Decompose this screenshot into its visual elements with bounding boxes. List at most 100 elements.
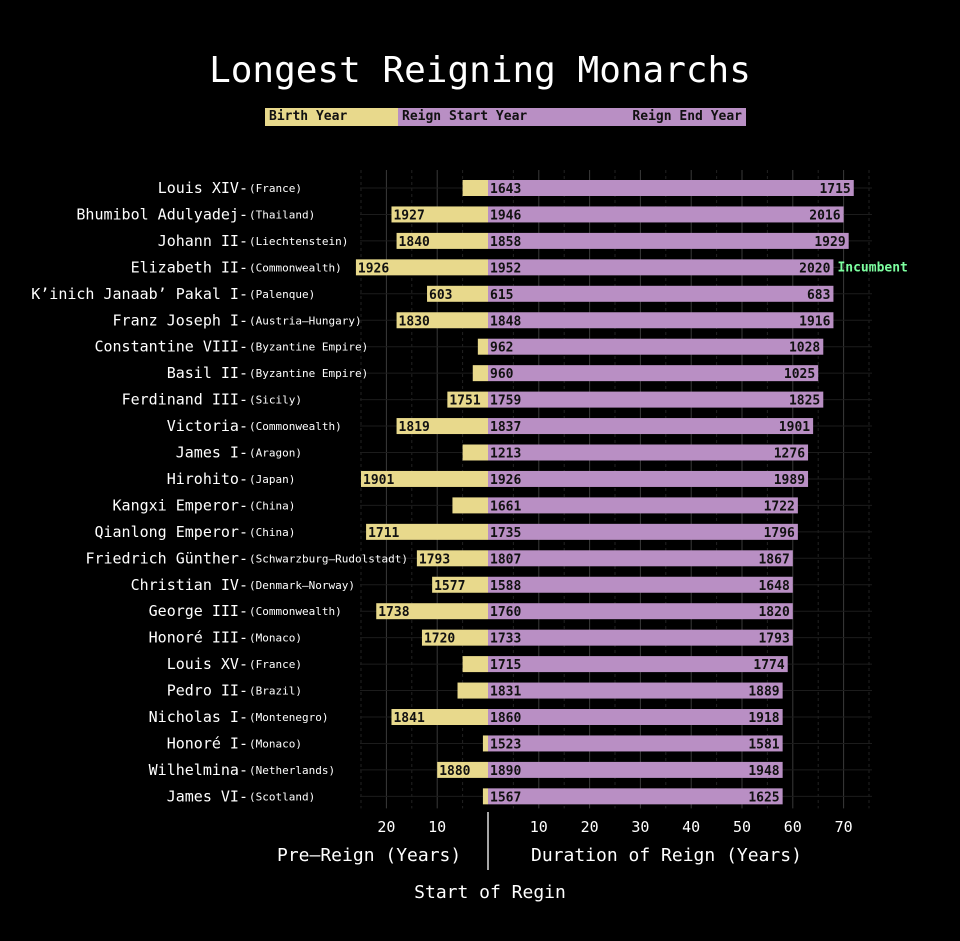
monarch-name: Ferdinand III- bbox=[122, 391, 248, 409]
birth-bar bbox=[452, 497, 488, 514]
reign-start-label: 1952 bbox=[490, 261, 521, 276]
reign-start-label: 1733 bbox=[490, 632, 521, 647]
reign-start-label: 1890 bbox=[490, 764, 521, 779]
monarch-name: Kangxi Emperor- bbox=[113, 496, 248, 514]
reign-end-label: 1648 bbox=[758, 579, 789, 594]
birth-bar bbox=[416, 550, 488, 567]
reign-end-label: 1916 bbox=[799, 314, 830, 329]
reign-bar bbox=[488, 656, 788, 673]
duration-tick-label: 60 bbox=[784, 818, 802, 836]
reign-start-label: 1715 bbox=[490, 658, 521, 673]
duration-tick-label: 40 bbox=[682, 818, 700, 836]
reign-start-label: 1213 bbox=[490, 447, 521, 462]
reign-end-label: 2016 bbox=[809, 208, 840, 223]
birth-bar bbox=[427, 285, 488, 302]
reign-start-label: 1831 bbox=[490, 685, 521, 700]
birth-bar bbox=[482, 735, 488, 752]
reign-end-label: 1989 bbox=[774, 473, 805, 488]
monarch-region: (Monaco) bbox=[249, 737, 302, 750]
monarch-region: (Commonwealth) bbox=[249, 261, 342, 274]
birth-bar bbox=[447, 391, 488, 408]
reign-bar bbox=[488, 550, 793, 567]
monarch-region: (Palenque) bbox=[249, 288, 315, 301]
monarch-region: (France) bbox=[249, 658, 302, 671]
reign-start-label: 1643 bbox=[490, 182, 521, 197]
birth-bar bbox=[462, 444, 488, 461]
incumbent-label: Incumbent bbox=[837, 260, 907, 275]
birth-bar bbox=[457, 682, 488, 699]
reign-start-label: 1926 bbox=[490, 473, 521, 488]
monarch-name: Basil II- bbox=[167, 364, 248, 382]
monarch-region: (Brazil) bbox=[249, 685, 302, 698]
birth-year-label: 1880 bbox=[439, 764, 470, 779]
birth-year-label: 603 bbox=[429, 288, 452, 303]
birth-year-label: 1711 bbox=[368, 526, 399, 541]
birth-bar bbox=[396, 312, 488, 329]
monarch-region: (Netherlands) bbox=[249, 764, 335, 777]
birth-year-label: 1751 bbox=[449, 394, 480, 409]
reign-end-label: 2020 bbox=[799, 261, 830, 276]
birth-bar bbox=[361, 470, 488, 487]
reign-bar bbox=[488, 180, 854, 196]
start-of-reign-label: Start of Regin bbox=[414, 882, 566, 903]
reign-start-label: 1735 bbox=[490, 526, 521, 541]
legend-reign-years: Reign Start Year Reign End Year bbox=[398, 108, 746, 126]
monarch-region: (Austria–Hungary) bbox=[249, 314, 362, 327]
monarch-name: James I- bbox=[176, 444, 248, 462]
reign-bar bbox=[488, 391, 824, 408]
reign-bar bbox=[488, 735, 783, 752]
reign-start-label: 615 bbox=[490, 288, 513, 303]
monarch-region: (Byzantine Empire) bbox=[249, 341, 368, 354]
birth-bar bbox=[482, 788, 488, 805]
reign-start-label: 1567 bbox=[490, 790, 521, 805]
birth-bar bbox=[432, 576, 488, 593]
monarch-name: James VI- bbox=[167, 787, 248, 805]
duration-tick-label: 30 bbox=[631, 818, 649, 836]
reign-end-label: 683 bbox=[807, 288, 830, 303]
reign-bar bbox=[488, 523, 798, 540]
reign-end-label: 1722 bbox=[764, 499, 795, 514]
pre-reign-tick-label: 10 bbox=[428, 818, 446, 836]
reign-bar bbox=[488, 709, 783, 725]
reign-bar bbox=[488, 470, 809, 487]
pre-reign-axis-title: Pre–Reign (Years) bbox=[277, 845, 462, 866]
birth-bar bbox=[391, 709, 488, 725]
reign-start-label: 1760 bbox=[490, 605, 521, 620]
birth-bar bbox=[477, 338, 488, 355]
monarch-region: (Schwarzburg–Rudolstadt) bbox=[249, 552, 408, 565]
birth-year-label: 1927 bbox=[393, 208, 424, 223]
birth-bar bbox=[355, 259, 488, 276]
reign-end-label: 1276 bbox=[774, 447, 805, 462]
reign-end-label: 1715 bbox=[819, 182, 850, 197]
reign-end-label: 1793 bbox=[758, 632, 789, 647]
reign-end-label: 1901 bbox=[779, 420, 810, 435]
reign-start-label: 1588 bbox=[490, 579, 521, 594]
reign-start-label: 1848 bbox=[490, 314, 521, 329]
reign-end-label: 1825 bbox=[789, 394, 820, 409]
monarch-name: Honoré III- bbox=[149, 629, 248, 647]
birth-year-label: 1577 bbox=[434, 579, 465, 594]
monarch-region: (Monaco) bbox=[249, 632, 302, 645]
reign-bar bbox=[488, 444, 809, 461]
reign-bar bbox=[488, 338, 824, 355]
reign-bar bbox=[488, 497, 798, 514]
monarch-name: Johann II- bbox=[158, 232, 248, 250]
birth-bar bbox=[366, 523, 488, 540]
reign-bar bbox=[488, 232, 849, 249]
chart-title: Longest Reigning Monarchs bbox=[209, 50, 751, 91]
duration-tick-label: 10 bbox=[530, 818, 548, 836]
reign-bar bbox=[488, 365, 819, 382]
reign-start-label: 1759 bbox=[490, 394, 521, 409]
monarch-name: Franz Joseph I- bbox=[113, 311, 248, 329]
legend-reign-start-label: Reign Start Year bbox=[402, 109, 528, 124]
monarch-name: Wilhelmina- bbox=[149, 761, 248, 779]
monarch-name: Louis XIV- bbox=[158, 179, 248, 197]
reign-end-label: 1625 bbox=[748, 790, 779, 805]
duration-tick-label: 50 bbox=[733, 818, 751, 836]
reign-end-label: 1581 bbox=[748, 737, 779, 752]
birth-bar bbox=[391, 206, 488, 223]
birth-year-label: 1926 bbox=[358, 261, 389, 276]
reign-start-label: 1858 bbox=[490, 235, 521, 250]
reign-end-label: 1025 bbox=[784, 367, 815, 382]
